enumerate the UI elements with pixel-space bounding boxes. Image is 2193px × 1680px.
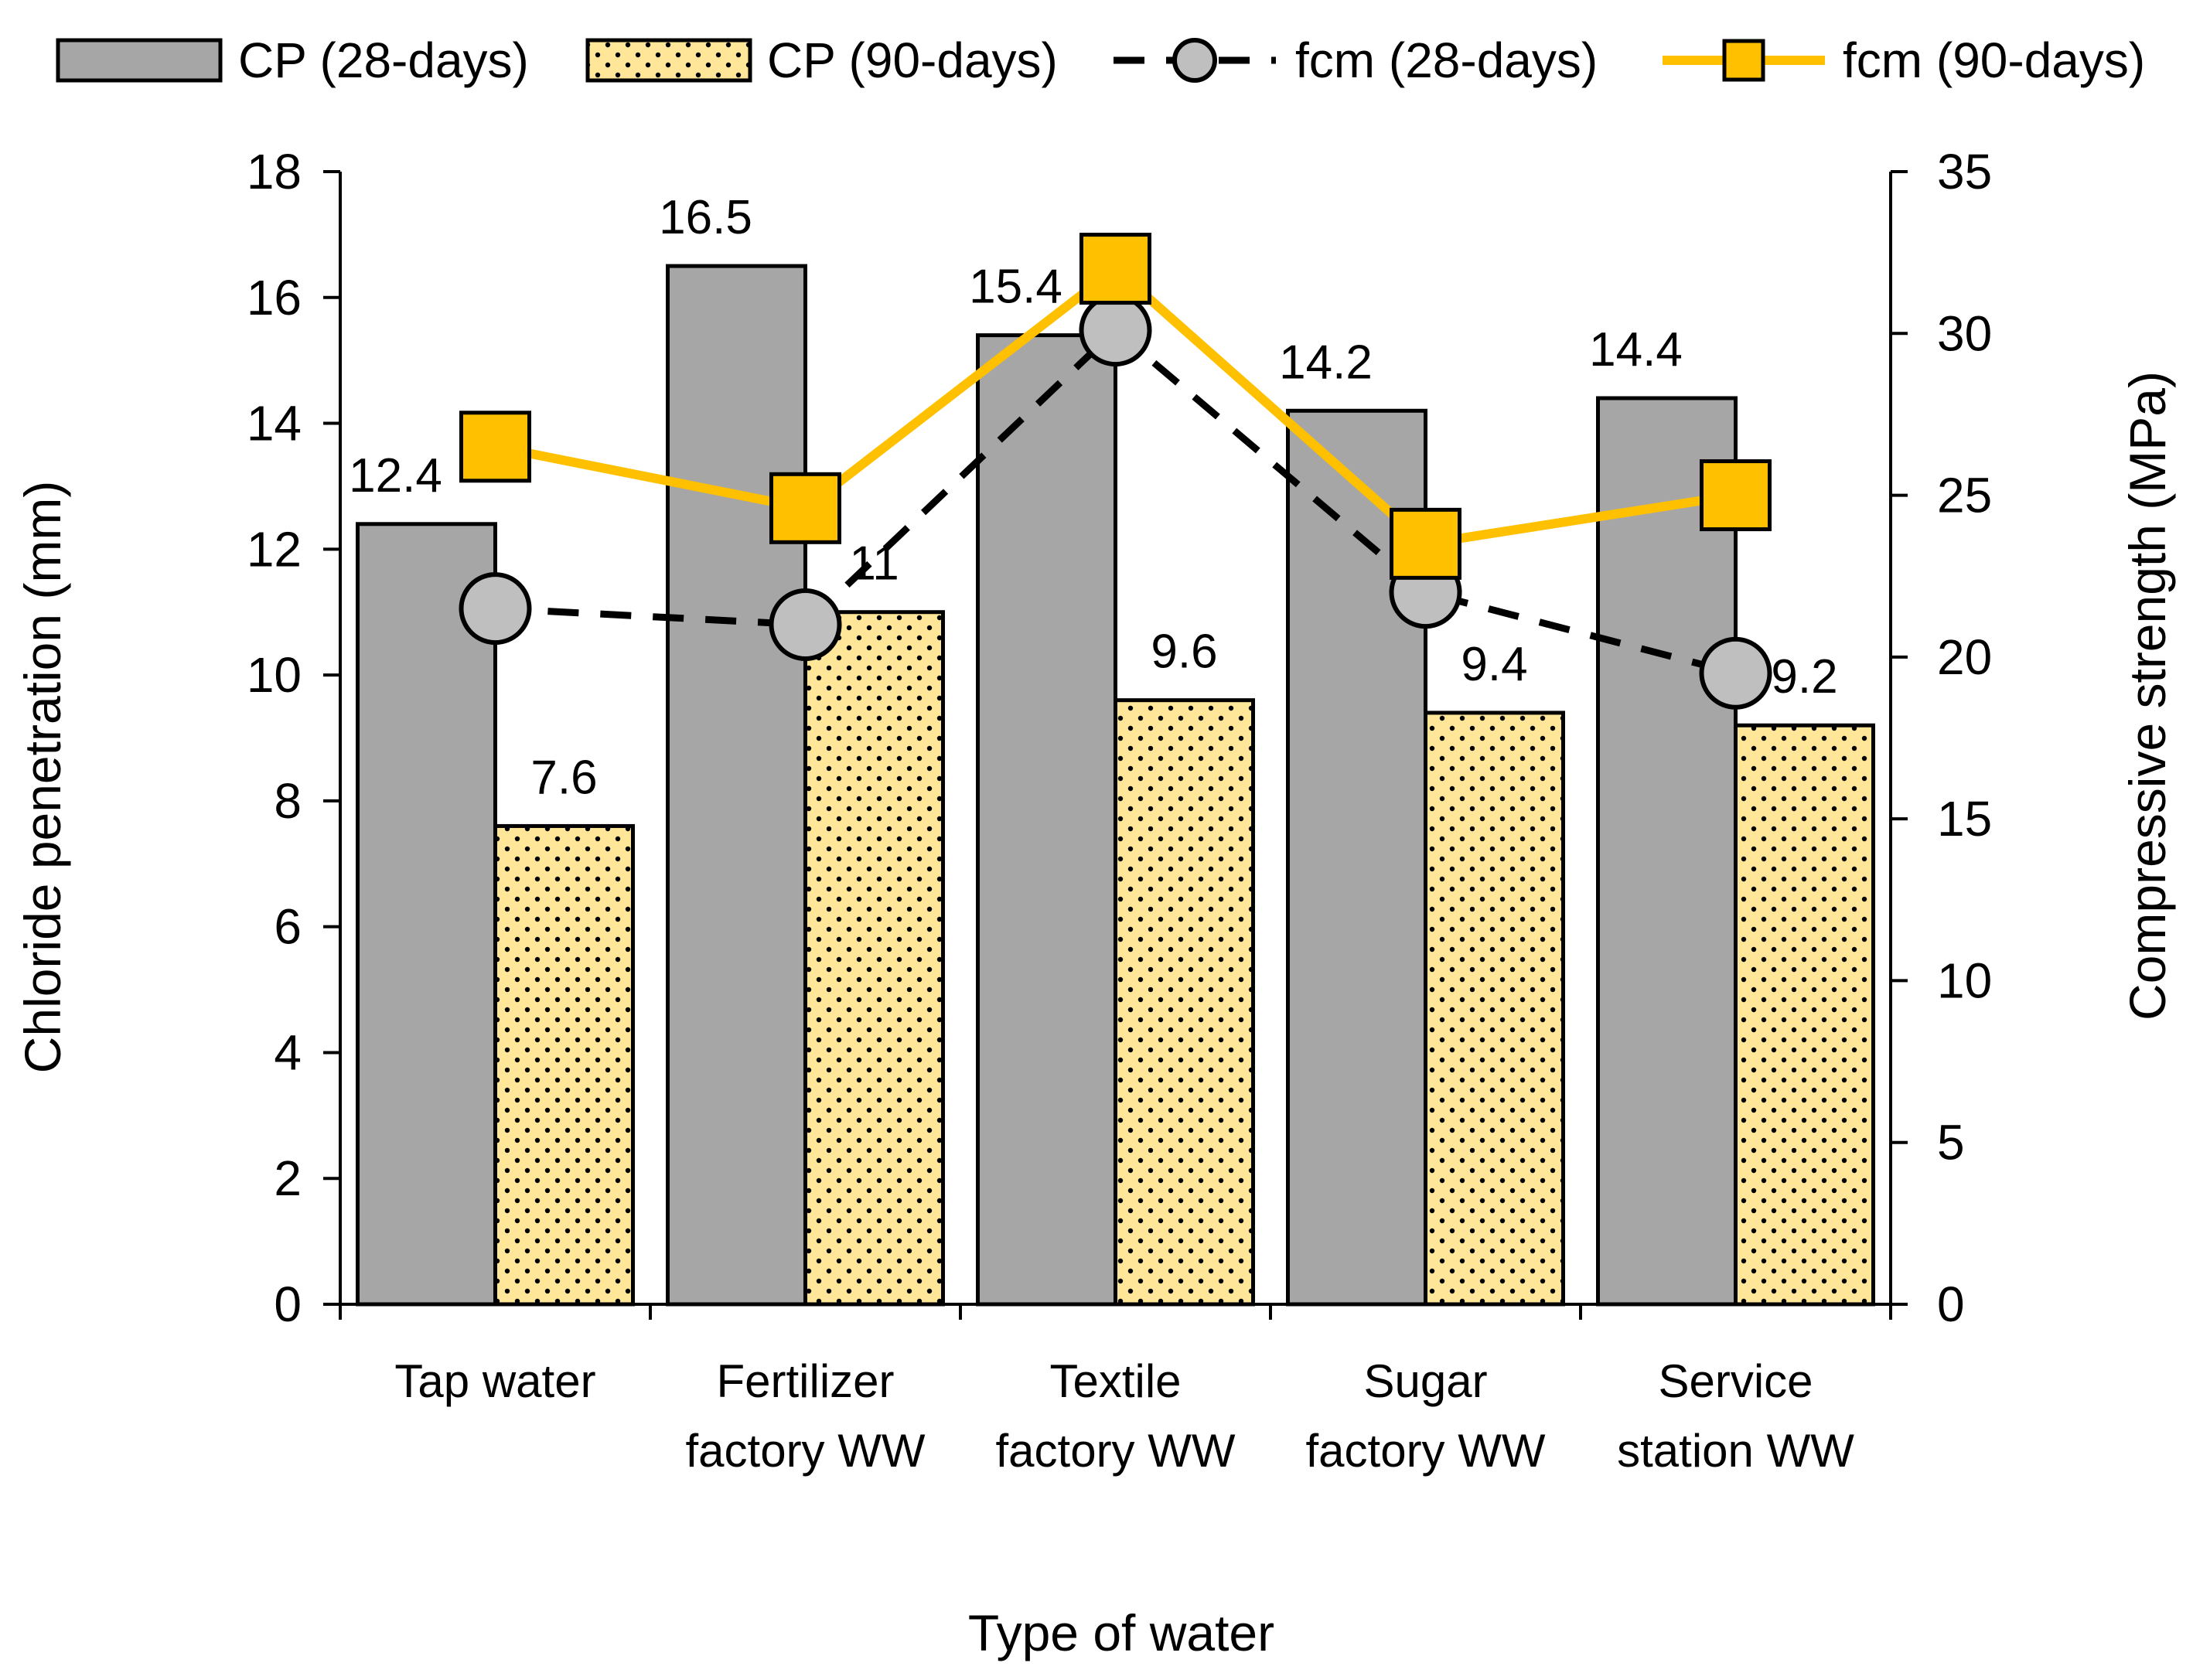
y-tick-label-16: 16 — [247, 270, 302, 325]
bar-cp28-2 — [976, 333, 1117, 1307]
y2-tick-label-0: 0 — [1937, 1276, 1965, 1332]
point-fcm90-3 — [1390, 507, 1461, 580]
bar-cp90-0 — [493, 823, 635, 1307]
y-tick-label-12: 12 — [247, 521, 302, 577]
x-axis-title: Type of water — [968, 1604, 1274, 1661]
bar-cp28-0 — [356, 522, 497, 1307]
data-label-cp90-3: 9.4 — [1461, 638, 1527, 691]
y2-tick-label-10: 10 — [1937, 952, 1992, 1008]
bar-cp90-3 — [1424, 711, 1565, 1307]
y2-axis-title: Compressive strength (MPa) — [2119, 371, 2176, 1021]
point-fcm90-4 — [1700, 459, 1772, 532]
legend-label-0: CP (28-days) — [238, 32, 529, 88]
y-tick-label-8: 8 — [274, 773, 302, 829]
y2-tick-label-35: 35 — [1937, 144, 1992, 199]
x-tick-label-1: Fertilizer factory WW — [686, 1355, 926, 1477]
x-tick-label-line: station WW — [1617, 1425, 1854, 1477]
bar-cp90-1 — [803, 610, 945, 1307]
y2-tick-label-20: 20 — [1937, 629, 1992, 685]
axes: 0 2 4 6 8 10 12 14 16 18 0 5 10 15 20 25 30 35 Tap water Fe… — [247, 144, 1992, 1477]
legend-label-3: fcm (90-days) — [1843, 32, 2145, 88]
x-tick-label-line: factory WW — [996, 1425, 1236, 1477]
x-tick-label-line: Tap water — [394, 1355, 595, 1407]
y2-tick-label-15: 15 — [1937, 791, 1992, 847]
x-tick-label-0: Tap water — [394, 1355, 595, 1407]
data-label-cp90-4: 9.2 — [1771, 650, 1837, 704]
y2-tick-label-25: 25 — [1937, 468, 1992, 523]
x-tick-label-line: Fertilizer — [716, 1355, 894, 1407]
data-label-cp28-4: 14.4 — [1589, 323, 1683, 377]
y2-tick-label-30: 30 — [1937, 305, 1992, 361]
legend-label-2: fcm (28-days) — [1295, 32, 1598, 88]
x-tick-label-line: factory WW — [1306, 1425, 1546, 1477]
bar-cp28-1 — [666, 264, 807, 1307]
y-tick-label-2: 2 — [274, 1150, 302, 1206]
data-label-cp28-3: 14.2 — [1279, 336, 1373, 389]
data-label-cp90-1: 11 — [849, 537, 899, 591]
x-tick-label-3: Sugar factory WW — [1306, 1355, 1546, 1477]
bar-cp28-3 — [1286, 408, 1427, 1307]
bar-cp28-4 — [1596, 396, 1738, 1307]
legend: CP (28-days) CP (90-days) fcm (28-days) fcm… — [56, 32, 2145, 88]
bar-cp90-2 — [1114, 698, 1255, 1307]
point-fcm90-1 — [769, 472, 841, 544]
point-fcm28-0 — [459, 572, 532, 646]
y-tick-label-10: 10 — [247, 647, 302, 703]
y-tick-label-14: 14 — [247, 396, 302, 452]
y2-tick-label-5: 5 — [1937, 1115, 1965, 1171]
data-label-cp90-2: 9.6 — [1151, 625, 1217, 679]
bar-series — [356, 264, 1875, 1307]
x-tick-label-2: Textile factory WW — [996, 1355, 1236, 1477]
x-tick-label-line: Textile — [1049, 1355, 1181, 1407]
legend-marker-3 — [1722, 39, 1765, 82]
legend-label-1: CP (90-days) — [767, 32, 1058, 88]
point-fcm90-0 — [459, 411, 531, 483]
x-tick-label-4: Service station WW — [1617, 1355, 1854, 1477]
y-tick-label-18: 18 — [247, 144, 302, 199]
point-fcm90-2 — [1079, 233, 1151, 305]
y-tick-label-0: 0 — [274, 1276, 302, 1332]
bar-cp90-4 — [1734, 723, 1875, 1307]
y-axis-title: Chloride penetration (mm) — [14, 481, 71, 1074]
x-tick-label-line: Service — [1658, 1355, 1813, 1407]
data-labels: 12.4 16.5 15.4 14.2 14.4 7.6 11 9.6 9.4 9.2 — [349, 191, 1837, 804]
point-fcm28-1 — [769, 588, 842, 661]
data-label-cp28-1: 16.5 — [659, 191, 752, 244]
legend-swatch-1 — [585, 38, 752, 83]
data-label-cp28-2: 15.4 — [969, 261, 1062, 314]
data-label-cp28-0: 12.4 — [349, 449, 442, 503]
x-tick-label-line: Sugar — [1363, 1355, 1487, 1407]
x-tick-label-line: factory WW — [686, 1425, 926, 1477]
point-fcm28-4 — [1699, 636, 1772, 710]
legend-swatch-0 — [56, 38, 223, 83]
legend-marker-2 — [1172, 38, 1217, 83]
y-tick-label-6: 6 — [274, 899, 302, 955]
point-fcm28-2 — [1079, 294, 1152, 367]
data-label-cp90-0: 7.6 — [530, 751, 597, 804]
y-tick-label-4: 4 — [274, 1024, 302, 1080]
line-series — [459, 233, 1772, 710]
